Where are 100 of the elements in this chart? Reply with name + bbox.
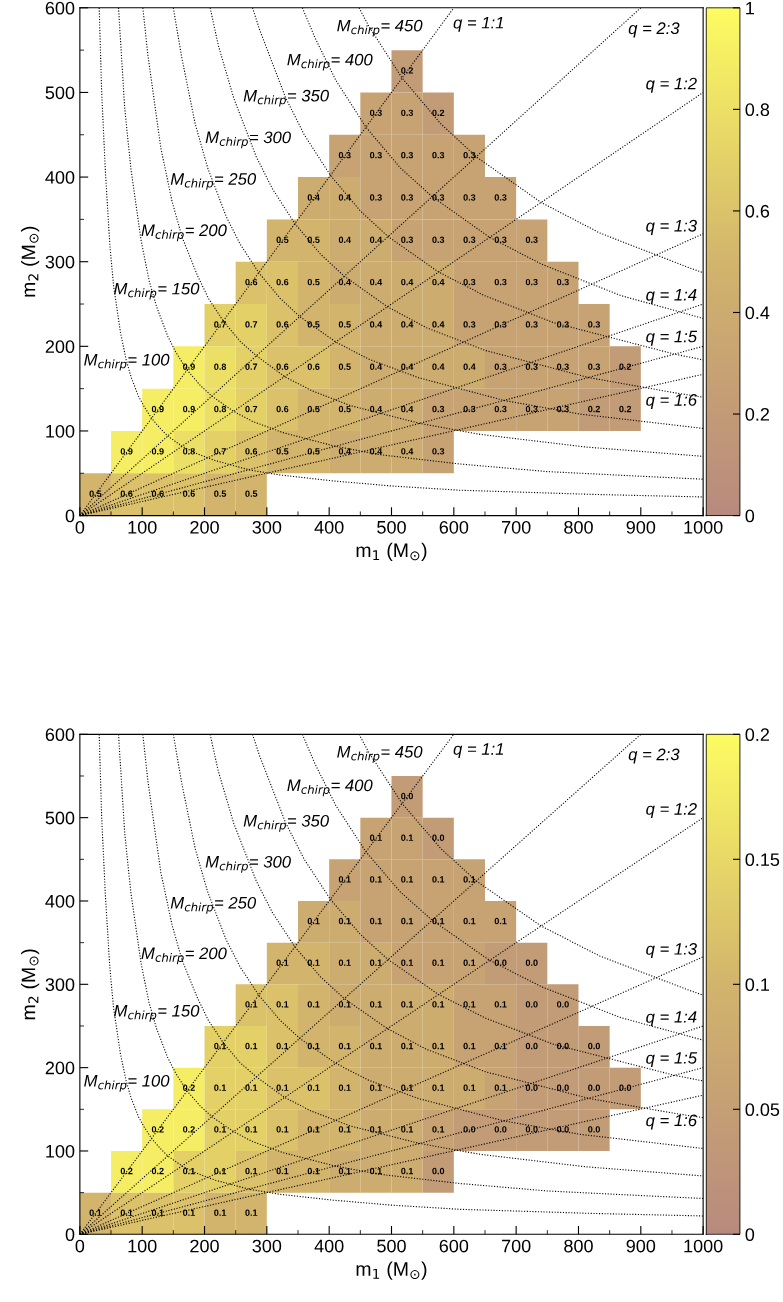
x-tick-label: 1000 — [684, 520, 723, 534]
x-tick-label: 400 — [314, 520, 344, 534]
data-label: 0.4 — [370, 236, 383, 243]
data-label: 0.1 — [401, 876, 414, 883]
data-label: 0.1 — [370, 1084, 382, 1091]
annotation: M$_{chirp}$= 200 — [141, 224, 227, 242]
data-label: 0.1 — [370, 1167, 382, 1175]
data-label: 0.3 — [494, 363, 507, 370]
annotation: M$_{chirp}$= 400 — [287, 53, 373, 71]
data-label: 0.1 — [338, 1084, 351, 1091]
data-label: 0.0 — [525, 1084, 538, 1091]
data-label: 0.5 — [307, 236, 320, 243]
y-tick-label: 500 — [45, 86, 75, 100]
data-label: 0.1 — [401, 917, 414, 925]
data-label: 0.0 — [494, 1126, 507, 1133]
data-label: 0.1 — [307, 1001, 320, 1008]
data-label: 0.3 — [401, 109, 414, 117]
annotation: q = 1:1 — [453, 743, 504, 759]
x-tick-label: 600 — [439, 1239, 469, 1253]
y-axis-title: m$_{2}$ (M$_{⊙}$) — [21, 226, 40, 297]
annotation: M$_{chirp}$= 300 — [205, 855, 291, 873]
data-label: 0.3 — [463, 151, 476, 159]
data-label: 0.1 — [432, 1001, 445, 1008]
annotation: M$_{chirp}$= 100 — [84, 1074, 170, 1092]
annotation: M$_{chirp}$= 150 — [114, 282, 200, 300]
data-label: 0.3 — [401, 151, 414, 159]
data-label: 0.5 — [214, 490, 227, 497]
data-label: 0.1 — [370, 1126, 382, 1133]
x-tick-label: 200 — [190, 1239, 219, 1253]
data-label: 0.4 — [338, 448, 351, 455]
data-label: 0.3 — [370, 151, 382, 159]
y-tick-label: 100 — [46, 424, 75, 438]
data-label: 0.1 — [338, 1126, 351, 1133]
data-label: 0.2 — [151, 1167, 164, 1175]
data-label: 0.9 — [183, 363, 195, 370]
data-label: 0.3 — [463, 236, 476, 243]
x-tick-label: 900 — [626, 1239, 656, 1253]
color-bar-label: 0.8 — [745, 103, 770, 117]
data-label: 0.5 — [307, 405, 320, 413]
data-label: 0.9 — [151, 405, 164, 413]
data-label: 0.2 — [619, 405, 632, 413]
color-bar-label: 0.2 — [745, 728, 769, 742]
data-label: 0.7 — [245, 405, 258, 413]
data-label: 0.5 — [276, 448, 289, 455]
data-label: 0.1 — [89, 1209, 102, 1216]
data-label: 0.2 — [619, 363, 632, 370]
y-tick-label: 0 — [65, 509, 75, 523]
annotation: M$_{chirp}$= 450 — [337, 19, 423, 37]
data-label: 0.1 — [494, 917, 507, 925]
data-label: 0.1 — [245, 1001, 258, 1008]
data-label: 0.1 — [307, 1167, 320, 1175]
data-label: 0.0 — [556, 1001, 569, 1008]
data-label: 0.5 — [89, 490, 102, 497]
data-label: 0.4 — [401, 405, 414, 413]
data-label: 0.0 — [432, 1167, 445, 1175]
annotation: M$_{chirp}$= 350 — [243, 89, 329, 107]
data-label: 0.1 — [494, 1084, 507, 1091]
data-label: 0.1 — [401, 1042, 414, 1050]
data-label: 0.1 — [338, 1167, 351, 1175]
data-label: 0.4 — [307, 194, 320, 201]
annotation: q = 1:2 — [646, 802, 697, 819]
data-label: 0.3 — [432, 151, 445, 159]
y-tick-label: 200 — [45, 1061, 75, 1075]
data-label: 0.1 — [276, 1001, 289, 1008]
color-bar-label: 1 — [746, 1, 754, 15]
data-label: 0.3 — [463, 405, 476, 413]
data-label: 0.1 — [463, 959, 476, 966]
x-tick-label: 800 — [564, 1239, 593, 1253]
data-label: 0.7 — [214, 448, 226, 455]
x-tick-label: 0 — [75, 520, 85, 534]
data-label: 0.6 — [276, 278, 289, 286]
data-label: 0.1 — [432, 1084, 445, 1091]
data-label: 0.1 — [183, 1209, 195, 1216]
data-label: 0.4 — [370, 363, 383, 370]
data-label: 0.2 — [183, 1084, 195, 1091]
annotation: q = 1:6 — [646, 394, 698, 410]
data-label: 0.4 — [338, 278, 351, 286]
data-label: 0.0 — [494, 959, 507, 966]
data-label: 0.6 — [245, 448, 258, 455]
x-tick-label: 500 — [377, 1239, 406, 1253]
annotation: M$_{chirp}$= 100 — [84, 353, 170, 371]
data-label: 0.3 — [401, 236, 414, 243]
data-label: 0.1 — [338, 959, 351, 966]
data-label: 0.0 — [401, 792, 413, 800]
x-tick-label: 600 — [439, 520, 469, 534]
x-tick-label: 0 — [75, 1239, 85, 1253]
data-label: 0.6 — [120, 490, 133, 497]
data-label: 0.0 — [619, 1084, 632, 1091]
data-label: 0.5 — [307, 321, 320, 328]
data-label: 0.3 — [370, 109, 382, 117]
data-label: 0.3 — [525, 278, 538, 286]
data-label: 0.4 — [401, 278, 414, 286]
data-label: 0.1 — [214, 1084, 227, 1091]
data-label: 0.5 — [245, 490, 258, 497]
data-label: 0.4 — [370, 448, 383, 455]
annotation: q = 1:4 — [646, 289, 697, 304]
annotation: q = 1:1 — [453, 16, 504, 32]
data-label: 0.4 — [370, 405, 383, 413]
annotation: M$_{chirp}$= 300 — [205, 131, 291, 149]
data-label: 0.7 — [245, 363, 258, 370]
